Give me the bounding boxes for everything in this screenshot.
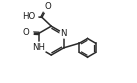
Text: HO: HO [23, 12, 36, 21]
Text: N: N [61, 29, 67, 38]
Text: O: O [23, 28, 29, 37]
Text: NH: NH [32, 43, 45, 52]
Text: O: O [44, 2, 51, 11]
